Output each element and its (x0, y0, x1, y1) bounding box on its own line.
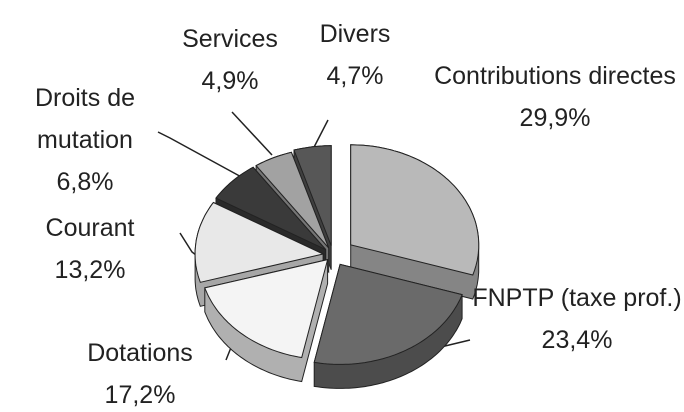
slice-label: Services 4,9% (155, 18, 305, 102)
slice-label: Divers 4,7% (300, 13, 410, 97)
slice (350, 144, 480, 276)
category-label: Dotations (87, 339, 193, 367)
value-label: 23,4% (541, 326, 613, 354)
category-label: FNPTP (taxe prof.) (472, 284, 682, 312)
category-label: Contributions directes (434, 62, 676, 90)
slice (313, 263, 463, 365)
slice (204, 258, 329, 359)
category-label: Divers (319, 20, 391, 48)
value-label: 4,7% (326, 62, 384, 90)
slice (194, 201, 325, 283)
value-label: 17,2% (104, 381, 176, 409)
category-label: Droits de mutation (34, 84, 136, 154)
value-label: 13,2% (54, 256, 126, 284)
leader-line (157, 131, 257, 186)
slice-label: FNPTP (taxe prof.) 23,4% (470, 277, 684, 361)
slice-label: Contributions directes 29,9% (430, 55, 680, 139)
slice (255, 151, 330, 249)
category-label: Services (182, 25, 278, 53)
value-label: 4,9% (201, 67, 259, 95)
value-label: 6,8% (56, 168, 114, 196)
slice (215, 166, 327, 251)
slice-label: Courant 13,2% (15, 207, 165, 291)
category-label: Courant (45, 214, 135, 242)
slice-label: Droits de mutation 6,8% (10, 77, 160, 203)
pie (194, 144, 480, 389)
slice (293, 145, 332, 246)
slice-label: Dotations 17,2% (40, 332, 240, 412)
value-label: 29,9% (519, 104, 591, 132)
leader-line (231, 111, 273, 156)
